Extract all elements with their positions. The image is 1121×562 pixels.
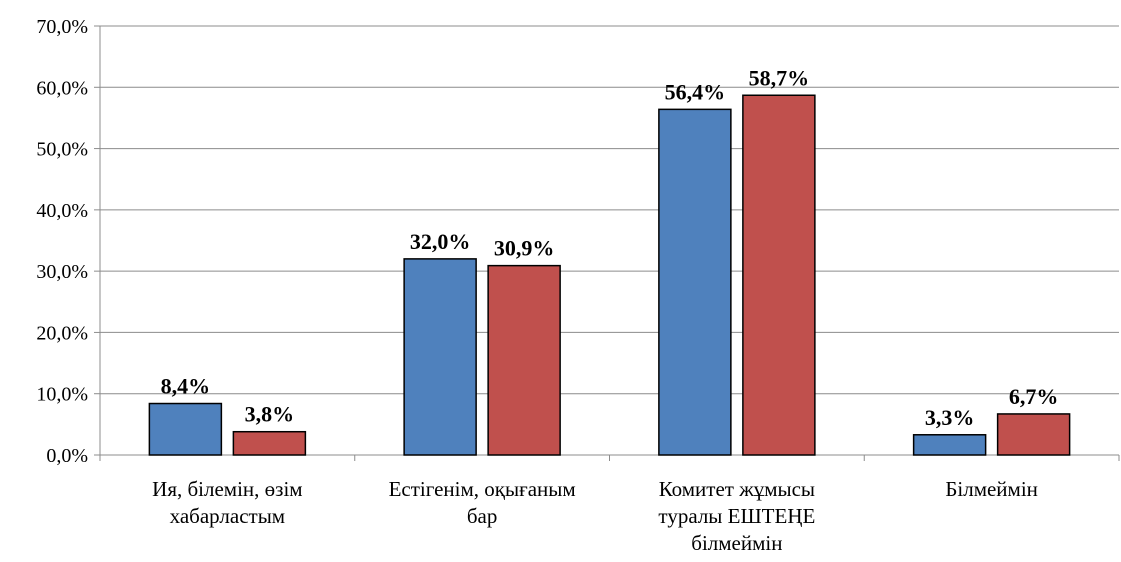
bar-series2 (487, 264, 561, 456)
data-label: 3,3% (925, 405, 975, 430)
data-label: 3,8% (245, 402, 295, 427)
data-label: 32,0% (410, 229, 471, 254)
y-tick-label: 50,0% (36, 139, 88, 161)
y-tick-label: 20,0% (36, 322, 88, 344)
bars (148, 94, 1071, 456)
bar-series1 (658, 108, 732, 456)
x-tick-label: білмеймін (691, 531, 782, 555)
bar-series2 (742, 94, 816, 456)
x-tick-label: Комитет жұмысы (659, 477, 815, 501)
x-tick-label: бар (467, 504, 498, 528)
x-tick-label: Естігенім, оқығаным (389, 477, 576, 501)
axes (94, 25, 1120, 461)
data-label: 58,7% (749, 65, 810, 90)
y-tick-label: 60,0% (36, 77, 88, 99)
bar-series1 (403, 258, 477, 456)
data-labels: 8,4% 3,8% 32,0% 30,9% 56,4% 58,7% 3,3% 6,7% (161, 65, 1059, 430)
bar-series1 (148, 402, 223, 456)
y-tick-label: 30,0% (36, 261, 88, 283)
gridlines (100, 25, 1119, 395)
x-tick-label: туралы ЕШТЕҢЕ (658, 504, 815, 528)
data-label: 8,4% (161, 374, 211, 399)
x-tick-label: Білмеймін (945, 477, 1038, 501)
bar-series1 (912, 434, 987, 456)
data-label: 6,7% (1009, 384, 1059, 409)
bar-series2 (996, 413, 1071, 456)
data-label: 30,9% (494, 236, 555, 261)
y-tick-label: 40,0% (36, 200, 88, 222)
x-tick-label: Ия, білемін, өзім (152, 477, 302, 501)
x-tick-labels: Ия, білемін, өзім хабарластым Естігенім, о… (152, 477, 1038, 555)
y-tick-label: 0,0% (46, 445, 88, 467)
x-tick-label: хабарластым (170, 504, 285, 528)
bar-series2 (232, 430, 307, 456)
y-tick-label: 10,0% (36, 384, 88, 406)
y-tick-labels: 0,0% 10,0% 20,0% 30,0% 40,0% 50,0% 60,0% 70,0% (36, 16, 88, 467)
y-tick-label: 70,0% (36, 16, 88, 38)
data-label: 56,4% (665, 79, 726, 104)
